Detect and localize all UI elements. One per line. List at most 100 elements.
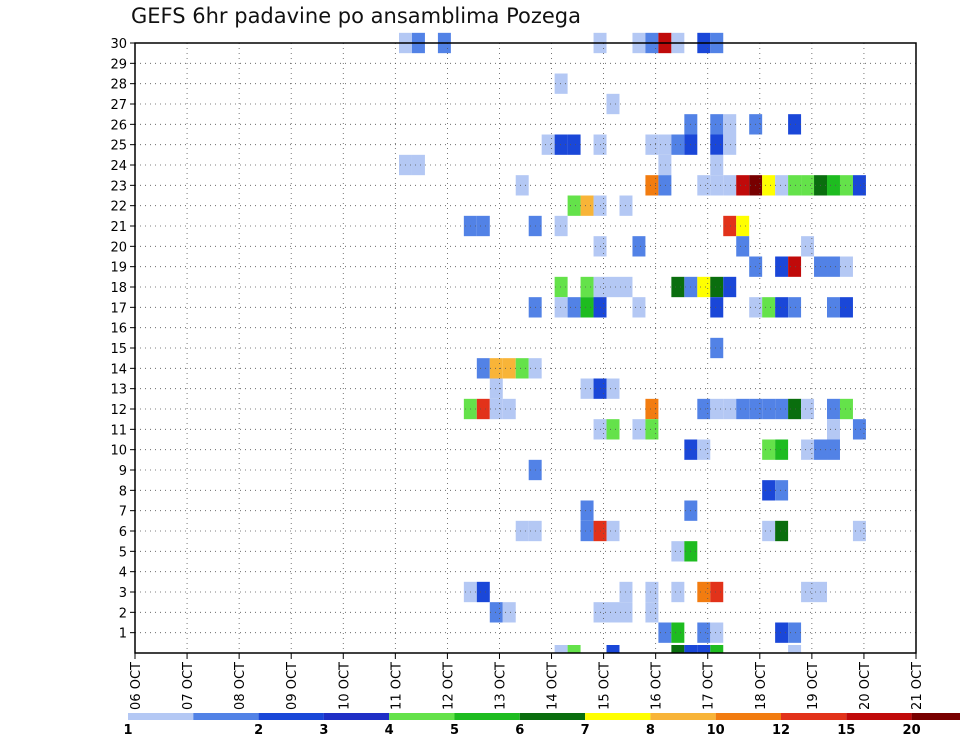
heatmap-cell xyxy=(775,480,789,501)
heatmap-cell xyxy=(697,581,711,603)
heatmap-cell xyxy=(476,215,490,237)
heatmap-cell xyxy=(541,134,555,155)
heatmap-cell xyxy=(515,520,529,542)
y-tick-label: 7 xyxy=(119,505,127,520)
heatmap-cell xyxy=(658,134,672,155)
heatmap-cell xyxy=(515,358,529,379)
heatmap-cell xyxy=(697,276,711,298)
heatmap-cell xyxy=(762,175,776,196)
heatmap-cell xyxy=(852,175,866,196)
heatmap-cell xyxy=(489,602,503,623)
heatmap-cell xyxy=(827,398,840,420)
heatmap-cell xyxy=(554,297,568,318)
heatmap-cell xyxy=(827,419,840,440)
heatmap-cell xyxy=(658,154,672,176)
colorbar-swatch xyxy=(585,713,651,720)
colorbar-swatch xyxy=(193,713,259,720)
heatmap-cell xyxy=(710,398,724,420)
x-tick-label: 08 OCT xyxy=(233,662,248,710)
heatmap-cell xyxy=(606,520,620,542)
heatmap-cell xyxy=(671,622,685,643)
y-tick-label: 1 xyxy=(119,627,127,642)
heatmap-cell xyxy=(697,175,711,196)
heatmap-cell xyxy=(839,398,853,420)
x-tick-label: 11 OCT xyxy=(389,662,404,710)
x-tick-label: 07 OCT xyxy=(181,662,196,710)
heatmap-cell xyxy=(788,175,802,196)
y-tick-label: 13 xyxy=(110,383,127,398)
colorbar-label: 20 xyxy=(903,723,921,738)
heatmap-cell xyxy=(697,439,711,460)
heatmap-cell xyxy=(645,581,659,603)
heatmap-cell xyxy=(775,398,789,420)
heatmap-cell xyxy=(645,398,659,420)
heatmap-cell xyxy=(476,581,490,603)
y-tick-label: 8 xyxy=(119,484,127,499)
colorbar-label: 12 xyxy=(772,723,790,738)
y-tick-label: 16 xyxy=(110,322,127,337)
heatmap-cell xyxy=(736,236,750,257)
y-tick-label: 19 xyxy=(110,261,127,276)
heatmap-cell xyxy=(710,297,724,318)
heatmap-cell xyxy=(645,419,659,440)
colorbar-swatch xyxy=(911,713,960,720)
heatmap-cell xyxy=(788,256,802,277)
y-tick-label: 12 xyxy=(110,403,127,418)
heatmap-cell xyxy=(606,602,620,623)
heatmap-cells xyxy=(399,32,866,653)
colorbar-swatch xyxy=(389,713,455,720)
colorbar-swatch xyxy=(323,713,390,720)
heatmap-cell xyxy=(775,520,789,542)
x-tick-label: 09 OCT xyxy=(285,662,300,710)
heatmap-cell xyxy=(852,419,866,440)
heatmap-cell xyxy=(515,175,529,196)
y-tick-label: 10 xyxy=(110,444,127,459)
y-tick-label: 25 xyxy=(110,139,127,154)
heatmap-cell xyxy=(736,215,750,237)
heatmap-cell xyxy=(710,114,724,135)
heatmap-cell xyxy=(852,520,866,542)
heatmap-cell xyxy=(801,236,815,257)
heatmap-cell xyxy=(839,256,853,277)
x-tick-label: 13 OCT xyxy=(493,662,508,710)
colorbar-label: 6 xyxy=(515,723,524,738)
heatmap-cell xyxy=(710,622,724,643)
heatmap-cell xyxy=(580,520,594,542)
heatmap-cell xyxy=(632,297,646,318)
colorbar-label: 5 xyxy=(450,723,459,738)
heatmap-cell xyxy=(801,398,815,420)
y-tick-label: 26 xyxy=(110,118,127,133)
heatmap-cell xyxy=(580,276,594,298)
heatmap-cell xyxy=(736,175,750,196)
heatmap-cell xyxy=(567,195,581,216)
heatmap-cell xyxy=(762,520,776,542)
heatmap-cell xyxy=(606,419,620,440)
colorbar-label: 15 xyxy=(837,723,855,738)
y-tick-label: 30 xyxy=(110,37,127,52)
heatmap-cell xyxy=(645,134,659,155)
heatmap-cell xyxy=(762,297,776,318)
heatmap-cell xyxy=(723,134,737,155)
heatmap-cell xyxy=(502,602,516,623)
y-tick-label: 18 xyxy=(110,281,127,296)
heatmap-cell xyxy=(697,398,711,420)
x-tick-label: 18 OCT xyxy=(754,662,769,710)
colorbar-swatch xyxy=(258,713,324,720)
x-tick-label: 21 OCT xyxy=(910,662,925,710)
heatmap-cell xyxy=(762,480,776,501)
heatmap-cell xyxy=(567,645,581,653)
chart-title: GEFS 6hr padavine po ansamblima Pozega xyxy=(131,4,582,28)
colorbar: 1 2 3 4 5 6 7 8 10 12 15 20 xyxy=(123,713,960,738)
heatmap-cell xyxy=(775,297,789,318)
heatmap-cell xyxy=(788,297,802,318)
y-tick-label: 5 xyxy=(119,545,127,560)
heatmap-cell xyxy=(827,256,840,277)
heatmap-cell xyxy=(710,645,724,653)
heatmap-cell xyxy=(645,175,659,196)
y-tick-label: 20 xyxy=(110,240,127,255)
y-tick-label: 6 xyxy=(119,525,127,540)
colorbar-swatch xyxy=(781,713,847,720)
heatmap-cell xyxy=(723,215,737,237)
y-axis-ticks: 1234567891011121314151617181920212223242… xyxy=(110,37,135,642)
heatmap-cell xyxy=(697,645,711,653)
